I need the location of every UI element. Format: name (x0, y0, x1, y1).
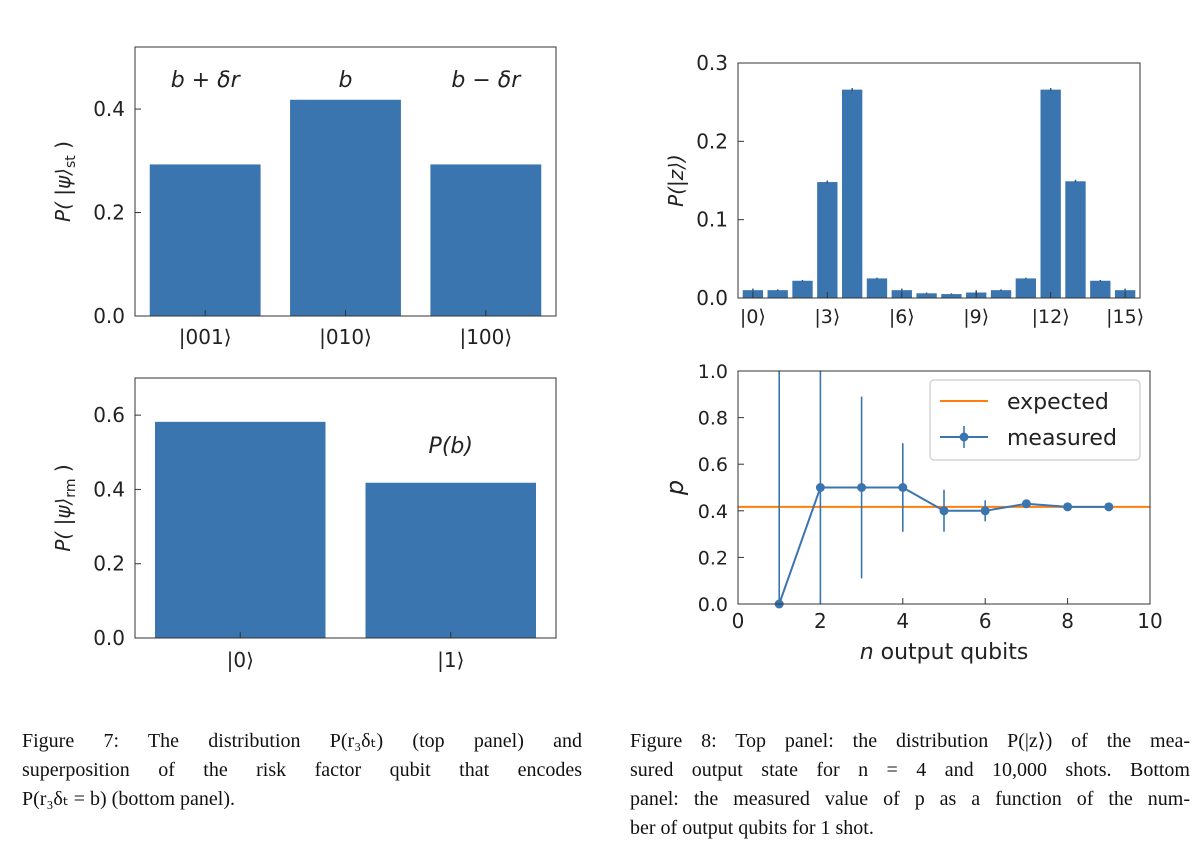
y-tick-label: 0.2 (93, 201, 125, 225)
x-tick-label: |0⟩ (740, 306, 766, 328)
data-point (939, 506, 949, 516)
y-tick-label: 0.1 (696, 208, 728, 232)
x-tick-label: |15⟩ (1106, 306, 1144, 328)
caption-line: Figure 7: The distribution P(r₃δₜ) (top … (22, 730, 582, 752)
bar-annotation: b − δr (451, 68, 522, 93)
bar (792, 280, 813, 298)
plot-frame (134, 46, 557, 317)
fig7-top-bar-chart: 0.0 0.2 0.4 |001⟩ b + δr |010⟩ b |100⟩ b − δr P( … (51, 46, 557, 349)
legend-measured-marker (959, 432, 969, 442)
x-tick-label: |12⟩ (1032, 306, 1070, 328)
x-tick-label: |6⟩ (889, 306, 915, 328)
x-tick-label: 0 (732, 609, 745, 633)
bar (990, 290, 1012, 298)
figure-8-caption: Figure 8: Top panel: the distribution P(… (630, 727, 1190, 843)
bar (290, 99, 401, 316)
bar-annotation: P(b) (429, 434, 473, 459)
bar (767, 290, 788, 298)
x-tick-label: |0⟩ (227, 648, 254, 672)
bar (365, 482, 537, 638)
y-tick-label: 0.6 (698, 454, 728, 476)
bar (149, 164, 261, 316)
data-point (898, 483, 908, 492)
y-tick-label: 0.3 (696, 51, 728, 75)
bar (817, 182, 838, 298)
x-tick-label: 4 (896, 609, 909, 633)
bar (430, 164, 542, 316)
x-tick-label: 2 (814, 609, 827, 633)
y-tick-label: 0.4 (93, 477, 125, 501)
legend: expected measured (929, 379, 1141, 461)
bar (941, 294, 962, 298)
y-tick-label: 0.6 (93, 403, 125, 427)
plot-frame (737, 370, 1151, 605)
y-tick-label: 1.0 (698, 361, 728, 383)
y-tick-label: 0.2 (696, 129, 728, 153)
bar (841, 89, 863, 298)
x-tick-label: |3⟩ (814, 306, 840, 328)
caption-line: ber of output qubits for 1 shot. (630, 817, 874, 839)
data-point (1063, 502, 1073, 512)
x-tick-label: |001⟩ (179, 325, 232, 349)
y-axis-label: P(|z⟩) (664, 154, 688, 207)
bar (916, 293, 937, 298)
caption-line: Figure 8: Top panel: the distribution P(… (630, 730, 1190, 752)
x-tick-label: |010⟩ (319, 325, 372, 349)
data-point (815, 483, 825, 492)
y-tick-label: 0.4 (698, 501, 728, 523)
data-point (857, 483, 867, 492)
x-tick-label: |9⟩ (963, 306, 989, 328)
data-point (1104, 502, 1114, 512)
bar (1065, 181, 1086, 298)
y-tick-label: 0.8 (698, 408, 728, 430)
y-tick-label: 0.0 (696, 286, 728, 310)
bar (154, 421, 326, 638)
x-tick-label: |1⟩ (437, 648, 464, 672)
plot-frame (737, 62, 1141, 299)
y-tick-label: 0.4 (93, 97, 125, 121)
x-tick-label: |100⟩ (459, 325, 512, 349)
caption-line: superposition of the risk factor qubit t… (22, 759, 582, 781)
y-axis-label: P( |ψ⟩st ) (51, 141, 79, 222)
y-axis-label: P( |ψ⟩rm ) (51, 464, 79, 551)
y-tick-label: 0.0 (93, 304, 125, 328)
y-axis-label: p (661, 480, 689, 496)
x-tick-label: 10 (1137, 609, 1162, 633)
fig8-bottom-line-plot: 0.0 0.2 0.4 0.6 0.8 1.0 0 2 4 6 8 10 expected measure… (661, 361, 1163, 665)
figure-7-caption: Figure 7: The distribution P(r₃δₜ) (top … (22, 727, 582, 814)
caption-line: P(r₃δₜ = b) (bottom panel). (22, 788, 235, 810)
y-tick-label: 0.0 (93, 626, 125, 650)
bar (1040, 89, 1061, 298)
plot-frame (134, 377, 557, 639)
caption-line: sured output state for n = 4 and 10,000 … (630, 759, 1190, 781)
y-tick-label: 0.0 (698, 594, 728, 616)
bar (866, 278, 888, 298)
x-tick-label: 6 (979, 609, 992, 633)
y-tick-label: 0.2 (93, 552, 125, 576)
fig8-top-histogram: 0.0 0.1 0.2 0.3 |0⟩ |3⟩ |6⟩ |9⟩ |12⟩ |15⟩ P(|z⟩) (664, 51, 1144, 328)
fig7-bottom-bar-chart: 0.0 0.2 0.4 0.6 |0⟩ |1⟩ P(b) P( |ψ⟩rm ) (51, 377, 557, 672)
x-tick-label: 8 (1061, 609, 1074, 633)
bar-annotation: b (339, 68, 353, 93)
legend-measured-label: measured (1007, 426, 1117, 451)
legend-expected-label: expected (1007, 390, 1109, 415)
y-tick-label: 0.2 (698, 547, 728, 569)
caption-line: panel: the measured value of p as a func… (630, 788, 1190, 810)
data-point (980, 506, 990, 516)
bar-annotation: b + δr (171, 68, 242, 93)
data-point (1021, 499, 1031, 509)
bar (1015, 278, 1037, 298)
x-axis-label: n output qubits (860, 640, 1029, 665)
bar (1090, 280, 1111, 298)
